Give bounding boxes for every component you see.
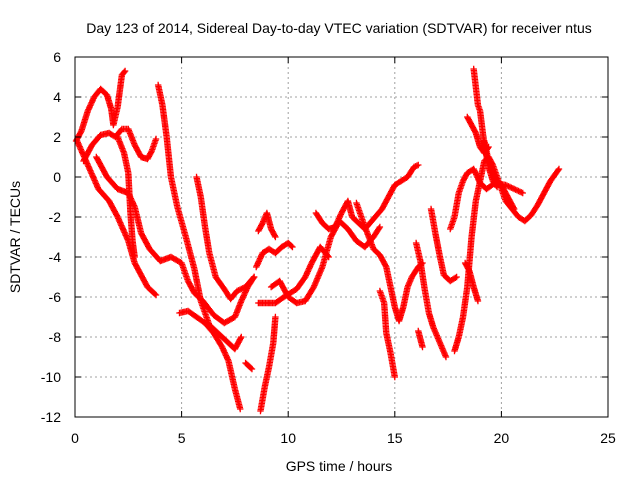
- data-point: [237, 405, 244, 413]
- data-point: [415, 161, 422, 169]
- data-point: [442, 353, 450, 361]
- x-tick-label: 15: [387, 430, 403, 446]
- data-series: [255, 209, 279, 241]
- data-point: [503, 182, 511, 189]
- data-series: [353, 199, 426, 325]
- data-series: [176, 307, 244, 413]
- data-series: [481, 137, 518, 213]
- y-axis-label: SDTVAR / TECUs: [7, 181, 23, 293]
- data-point: [250, 273, 258, 281]
- x-tick-label: 10: [280, 430, 296, 446]
- data-series: [464, 113, 492, 157]
- chart-title: Day 123 of 2014, Sidereal Day-to-day VTE…: [86, 20, 592, 36]
- data-point: [238, 333, 245, 341]
- data-point: [237, 335, 244, 342]
- data-point: [519, 189, 526, 197]
- data-point: [382, 262, 389, 269]
- data-point: [271, 232, 278, 239]
- data-point: [413, 162, 421, 169]
- y-tick-label: -12: [41, 409, 61, 425]
- data-point: [235, 287, 242, 294]
- data-point: [518, 189, 525, 196]
- y-tick-label: 4: [53, 89, 61, 105]
- data-series: [412, 239, 450, 361]
- data-point: [465, 266, 472, 273]
- data-series: [154, 81, 245, 353]
- data-point: [554, 167, 562, 174]
- data-point: [288, 242, 295, 250]
- data-point: [510, 205, 518, 213]
- data-series: [253, 239, 296, 271]
- x-tick-label: 20: [494, 430, 510, 446]
- data-point: [121, 67, 129, 75]
- data-point: [152, 135, 160, 143]
- data-point: [233, 287, 241, 295]
- data-series: [312, 161, 422, 233]
- data-point: [516, 188, 524, 195]
- data-point: [131, 253, 138, 261]
- data-point: [453, 273, 460, 281]
- data-point: [391, 373, 398, 381]
- data-point: [247, 364, 255, 372]
- data-point: [555, 165, 563, 173]
- data-point: [410, 163, 418, 171]
- data-series: [427, 205, 460, 285]
- data-point: [236, 286, 244, 293]
- data-point: [419, 343, 426, 351]
- y-tick-label: -4: [49, 249, 62, 265]
- data-point: [510, 204, 517, 211]
- y-tick-label: 6: [53, 49, 61, 65]
- data-series: [415, 327, 426, 351]
- data-point: [249, 274, 257, 282]
- axis-ticks: [74, 56, 609, 418]
- y-tick-label: -8: [49, 329, 62, 345]
- data-points: [72, 65, 563, 415]
- data-point: [474, 297, 482, 305]
- data-point: [272, 233, 279, 241]
- data-point: [239, 285, 246, 292]
- data-point: [412, 163, 419, 170]
- y-tick-labels: -12 -10 -8 -6 -4 -2 0 2 4 6: [41, 49, 61, 425]
- data-series: [257, 313, 279, 415]
- data-point: [272, 313, 279, 321]
- data-series: [242, 359, 256, 373]
- data-point: [376, 223, 384, 231]
- plot-frame: [74, 56, 609, 418]
- data-point: [512, 186, 519, 193]
- y-tick-label: -2: [49, 209, 62, 225]
- data-series: [114, 133, 138, 261]
- y-tick-label: -6: [49, 289, 62, 305]
- data-point: [151, 290, 159, 298]
- data-series: [255, 243, 332, 307]
- data-point: [505, 183, 512, 190]
- data-point: [510, 185, 518, 193]
- data-series: [447, 165, 526, 233]
- data-point: [515, 187, 522, 195]
- data-point: [147, 149, 155, 156]
- x-axis-label: GPS time / hours: [286, 458, 393, 474]
- data-point: [248, 365, 256, 373]
- y-tick-label: -10: [41, 369, 61, 385]
- data-point: [452, 274, 459, 281]
- data-series: [193, 173, 258, 303]
- x-tick-labels: 0 5 10 15 20 25: [71, 430, 616, 446]
- data-point: [121, 68, 128, 76]
- data-point: [509, 185, 516, 192]
- data-series: [376, 287, 398, 381]
- data-point: [375, 225, 383, 232]
- y-tick-label: 2: [53, 129, 61, 145]
- x-tick-label: 25: [600, 430, 616, 446]
- x-tick-label: 5: [178, 430, 186, 446]
- data-point: [513, 187, 521, 194]
- data-point: [289, 243, 296, 251]
- data-series: [461, 259, 482, 305]
- data-point: [508, 184, 515, 191]
- data-point: [238, 285, 245, 293]
- data-point: [506, 183, 514, 191]
- y-tick-label: 0: [53, 169, 61, 185]
- x-tick-label: 0: [71, 430, 79, 446]
- data-point: [152, 291, 160, 299]
